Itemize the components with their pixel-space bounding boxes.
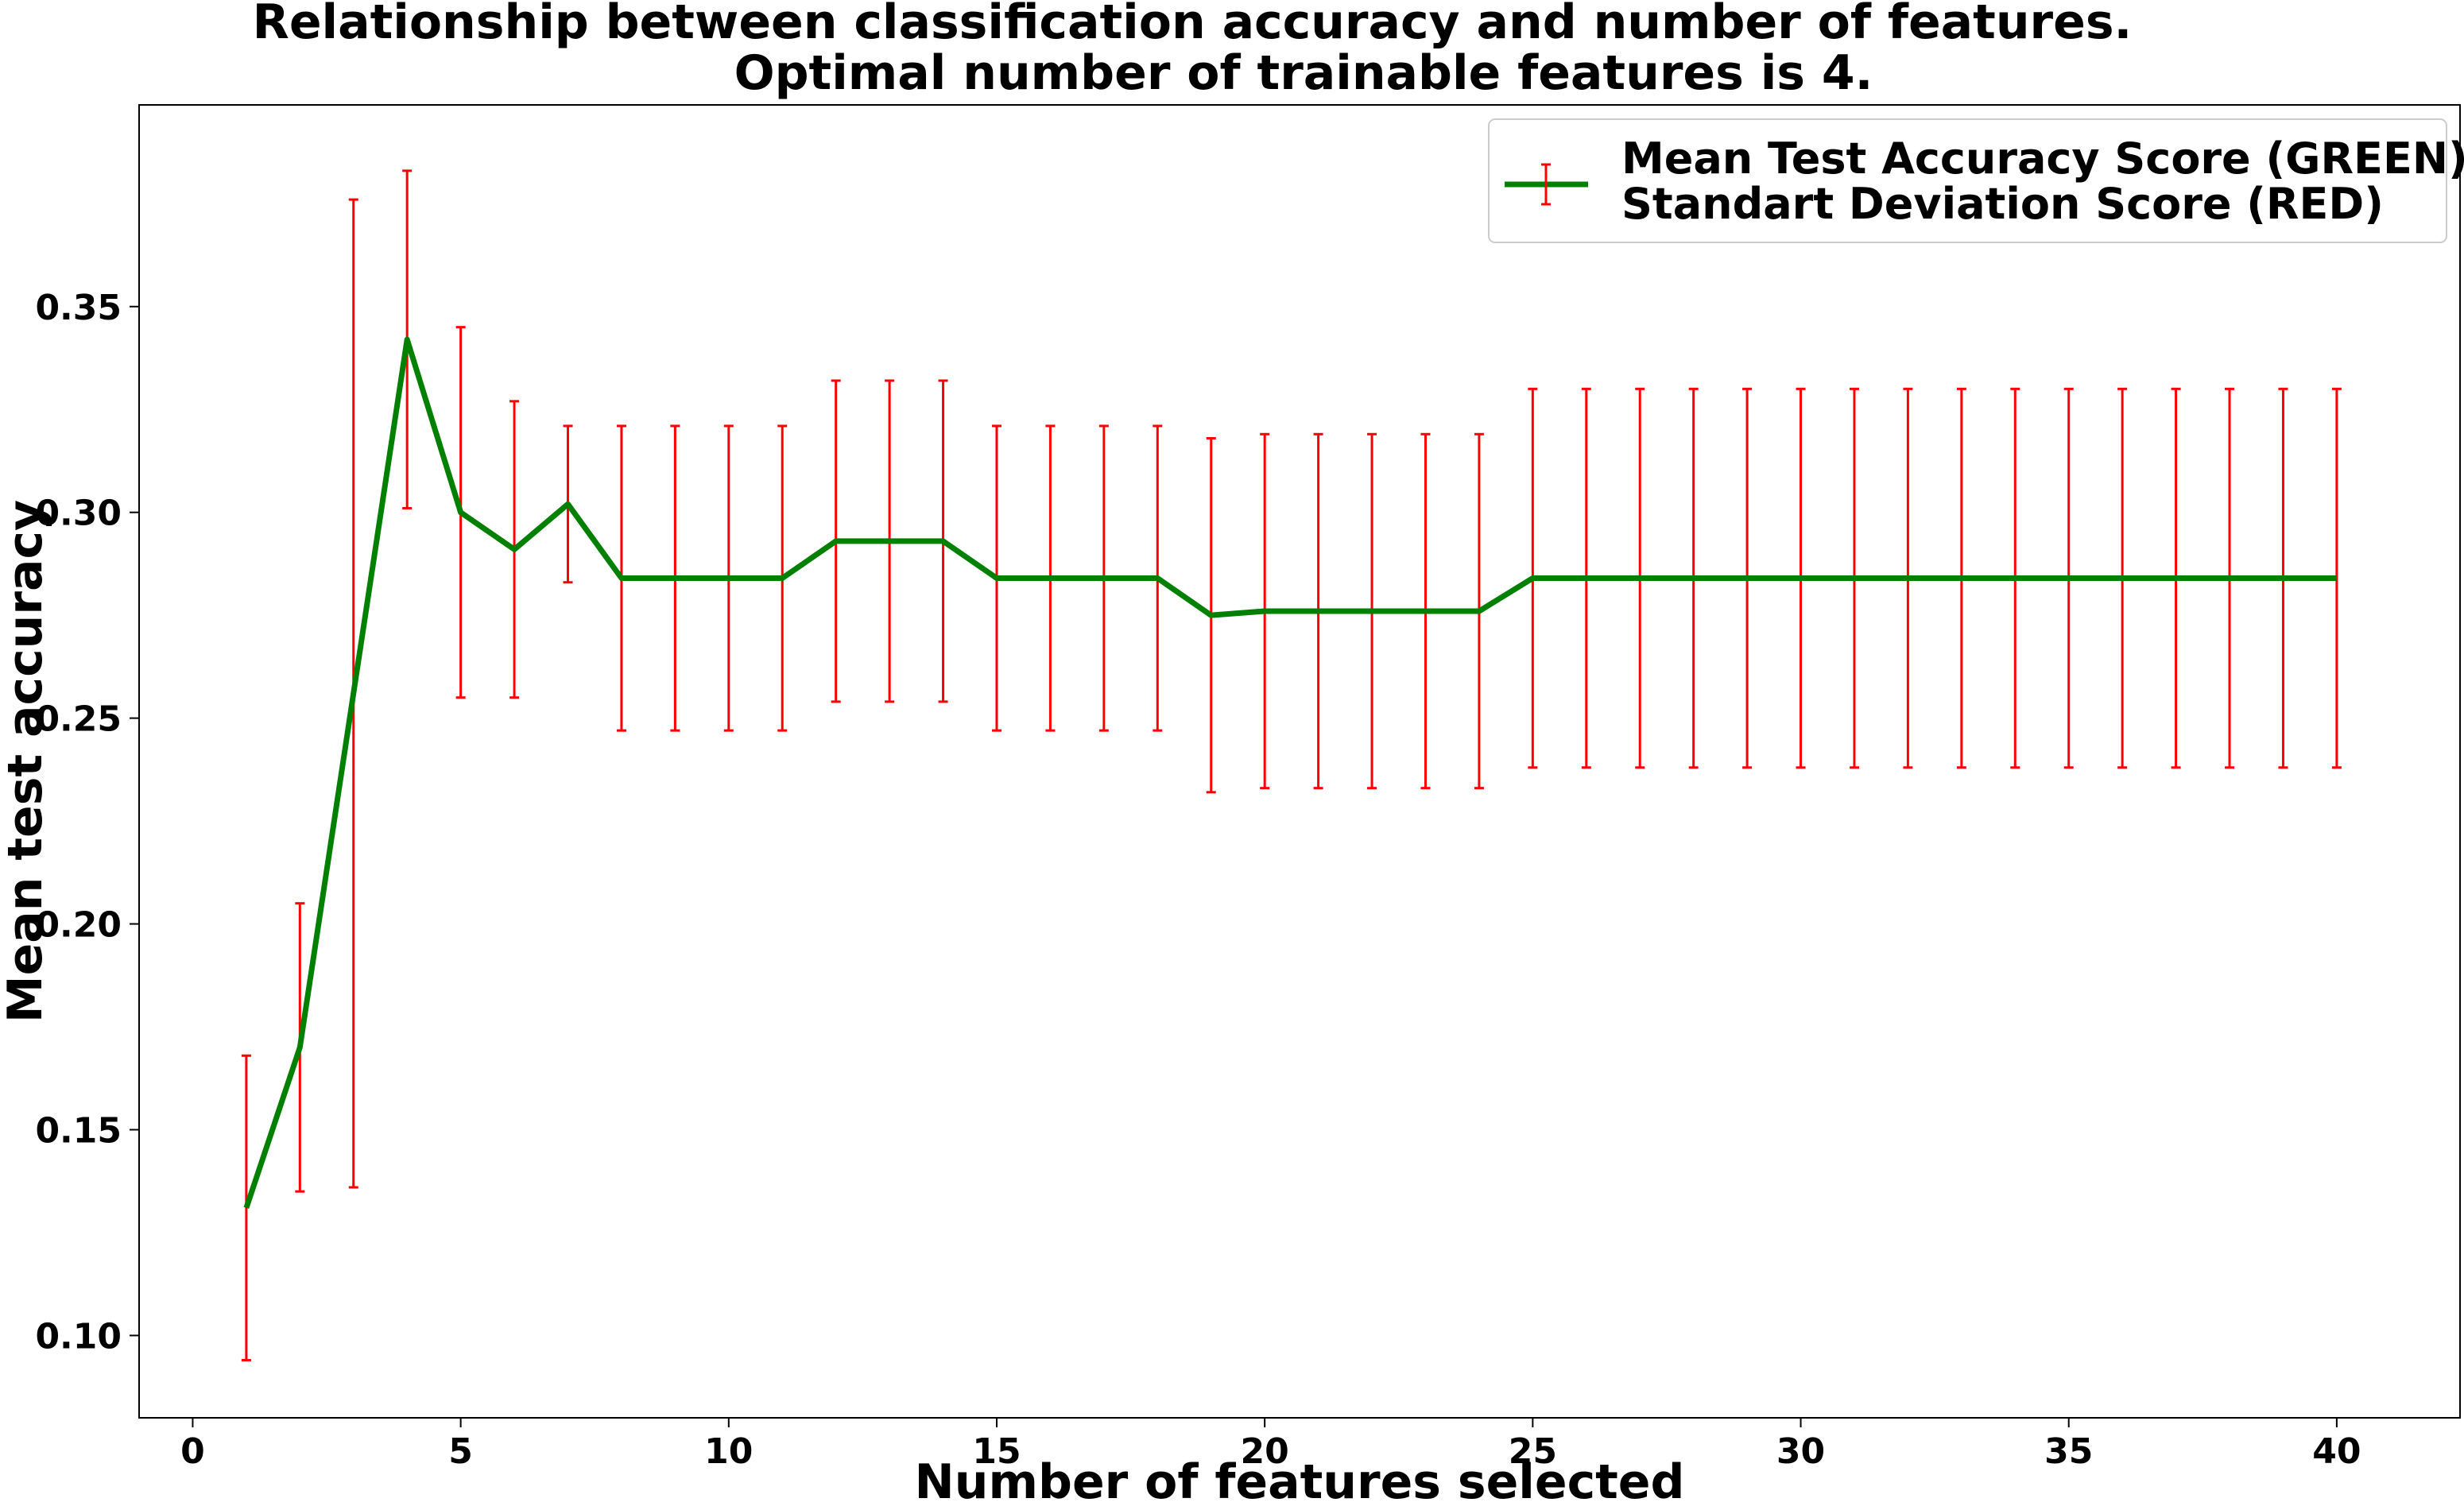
x-tick-label-10: 10: [704, 1431, 753, 1472]
legend-entry-std: Standart Deviation Score (RED): [1621, 179, 2384, 229]
y-tick-label-5: 0.35: [35, 288, 122, 328]
y-tick-label-2: 0.20: [35, 905, 122, 946]
x-tick-label-30: 30: [1776, 1431, 1825, 1472]
y-tick-label-3: 0.25: [35, 699, 122, 740]
x-tick-label-20: 20: [1241, 1431, 1289, 1472]
y-tick-label-1: 0.15: [35, 1110, 122, 1151]
y-tick-label-0: 0.10: [35, 1316, 122, 1357]
error-bar-layer: [241, 169, 2342, 1361]
x-tick-label-5: 5: [448, 1431, 473, 1472]
y-tick-label-4: 0.30: [35, 494, 122, 534]
chart-title-line-1: Relationship between classification accu…: [253, 0, 2133, 50]
legend: Mean Test Accuracy Score (GREEN) Standar…: [1488, 118, 2464, 243]
plot-area-frame: [138, 104, 2461, 1419]
x-tick-label-35: 35: [2044, 1431, 2093, 1472]
x-tick-label-15: 15: [972, 1431, 1021, 1472]
mean-accuracy-line: [243, 336, 2337, 1210]
x-tick-label-25: 25: [1509, 1431, 1557, 1472]
x-tick-label-0: 0: [180, 1431, 205, 1472]
tick-layer: 0 5 10 15 20 25 30 35 40 0.10 0.15 0.20 0.25 0.30 0.35: [35, 288, 2361, 1472]
chart-title-line-2: Optimal number of trainable features is …: [734, 45, 1873, 101]
legend-box: [1488, 118, 2447, 243]
x-axis-label: Number of features selected: [915, 1454, 1685, 1510]
mean-line-layer: [243, 336, 2337, 1210]
x-tick-label-40: 40: [2312, 1431, 2361, 1472]
legend-entry-mean: Mean Test Accuracy Score (GREEN): [1621, 134, 2464, 184]
y-axis-label: Mean test accuracy: [0, 500, 53, 1023]
